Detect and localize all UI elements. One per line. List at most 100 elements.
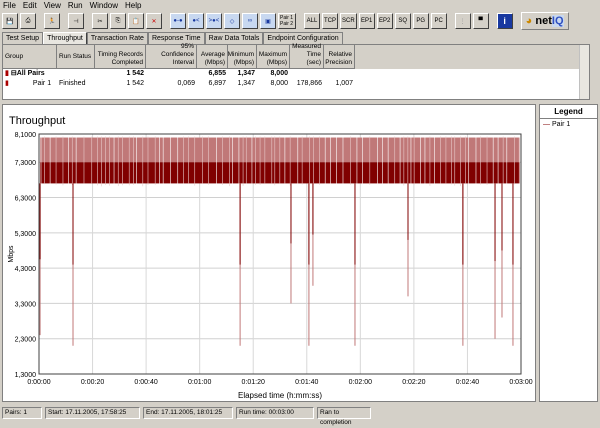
menu-file[interactable]: File [3,1,16,10]
y-tick-label: 1,3000 [15,372,37,379]
cell-maximum: 8,000 [270,80,288,87]
plot-frame [38,133,522,375]
menu-bar: File Edit View Run Window Help [0,0,141,12]
legend-item[interactable]: — Pair 1 [540,119,597,130]
status-result: Ran to completion [317,407,371,426]
table-row[interactable]: ▮ ⊟All Pairs 1 542 6,855 1,347 8,000 [3,69,589,79]
edit-pair-icon[interactable]: ▣ [260,13,276,29]
print-icon[interactable]: ⎙ [20,13,36,29]
menu-run[interactable]: Run [67,1,83,10]
tab-endpoint-configuration[interactable]: Endpoint Configuration [263,32,343,44]
legend-label: Pair 1 [551,121,571,128]
add-multicast-icon[interactable]: ●< [188,13,204,29]
filter-pg[interactable]: PG [412,13,429,29]
tab-bar: Test Setup Throughput Transaction Rate R… [2,32,343,44]
y-tick-label: 4,3000 [15,266,37,273]
pair-button[interactable]: Pair 1 Pair 2 [278,13,296,29]
y-axis-label: Mbps [8,245,15,263]
table-header: Group Run Status Timing Records Complete… [3,43,589,69]
col-relative-precision[interactable]: Relative Precision [324,45,355,69]
menu-edit[interactable]: Edit [22,1,37,10]
info-icon[interactable]: i [496,13,513,29]
status-start: Start: 17.11.2005, 17:58:25 [45,407,140,419]
cell-group: Pair 1 [32,80,52,87]
y-tick-label: 5,3000 [15,231,37,238]
menu-window[interactable]: Window [89,1,119,10]
cut-icon[interactable]: ✂ [92,13,108,29]
x-tick-label: 0:02:40 [456,379,479,386]
cell-precision [324,69,355,79]
stop-icon[interactable]: ⊣ [68,13,84,29]
legend-line-icon: — [543,121,550,128]
group-icon: ▮ [5,70,9,77]
cell-time: 178,866 [296,80,322,87]
add-group-icon[interactable]: >●< [206,13,222,29]
x-tick-label: 0:00:20 [81,379,104,386]
cell-minimum: 1,347 [237,80,255,87]
table-row[interactable]: ▮ Pair 1 Finished 1 542 0,069 6,897 1,34… [3,79,589,89]
cell-average: 6,897 [208,80,226,87]
filter-pc[interactable]: PC [430,13,447,29]
tab-test-setup[interactable]: Test Setup [2,32,44,44]
paste-icon[interactable]: 📋 [128,13,144,29]
menu-help[interactable]: Help [125,1,142,10]
tab-transaction-rate[interactable]: Transaction Rate [86,32,148,44]
filter-scr[interactable]: SCR [340,13,357,29]
cell-maximum: 8,000 [270,70,288,77]
cell-records: 1 542 [126,80,144,87]
tab-response-time[interactable]: Response Time [147,32,205,44]
filter-ep2[interactable]: EP2 [376,13,393,29]
x-tick-label: 0:02:00 [349,379,372,386]
columns-icon[interactable]: ⋮ [454,13,471,29]
y-tick-label: 6,3000 [15,196,37,203]
legend-title: Legend [540,105,597,119]
menu-view[interactable]: View [43,1,61,10]
legend-pane: Legend — Pair 1 [539,104,598,402]
status-end: End: 17.11.2005, 18:01:25 [143,407,233,419]
col-ci[interactable]: 95% Confidence Interval [146,43,197,69]
y-tick-label: 3,3000 [15,301,37,308]
filter-ep1[interactable]: EP1 [358,13,375,29]
window-icon[interactable]: ▀ [472,13,489,29]
col-group[interactable]: Group [3,45,57,69]
add-pair-icon[interactable]: ●-● [170,13,186,29]
copy-icon[interactable]: ⎘ [110,13,126,29]
filter-sq[interactable]: SQ [394,13,411,29]
col-average[interactable]: Average (Mbps) [197,45,228,69]
filter-all[interactable]: ALL [304,13,320,29]
cell-records: 1 542 [126,70,144,77]
x-tick-label: 0:02:20 [402,379,425,386]
y-tick-label: 2,3000 [15,337,37,344]
col-run-status[interactable]: Run Status [57,45,95,69]
tab-throughput[interactable]: Throughput [43,32,87,44]
x-tick-label: 0:00:00 [27,379,50,386]
cell-minimum: 1,347 [237,70,255,77]
run-icon[interactable]: 🏃 [44,13,60,29]
toolbar: 💾 ⎙ 🏃 ⊣ ✂ ⎘ 📋 ✕ ●-● ●< >●< ◇ ∞ ▣ Pair 1 … [2,12,569,30]
col-measured-time[interactable]: Measured Time (sec) [290,43,324,69]
col-records[interactable]: Timing Records Completed [95,45,146,69]
col-minimum[interactable]: Minimum (Mbps) [228,45,257,69]
results-table: Group Run Status Timing Records Complete… [2,43,590,100]
cell-precision: 1,007 [335,80,353,87]
cell-ci: 0,069 [177,80,195,87]
status-bar: Pairs: 1 Start: 17.11.2005, 17:58:25 End… [2,407,371,426]
save-icon[interactable]: 💾 [2,13,18,29]
x-tick-label: 0:00:40 [134,379,157,386]
y-tick-label: 8,1000 [15,132,37,139]
table-scrollbar[interactable] [579,45,589,99]
delete-icon[interactable]: ✕ [146,13,162,29]
filter-tcp[interactable]: TCP [322,13,338,29]
cell-average: 6,855 [208,70,226,77]
status-runtime: Run time: 00:03:00 [236,407,314,419]
expand-icon[interactable]: ⊟ [10,70,17,77]
col-maximum[interactable]: Maximum (Mbps) [257,45,290,69]
x-tick-label: 0:01:00 [188,379,211,386]
cell-status [57,69,95,79]
cell-time [290,69,324,79]
link-icon[interactable]: ∞ [242,13,258,29]
chart-title: Throughput [9,115,66,127]
cell-group: All Pairs [16,70,45,77]
network-icon[interactable]: ◇ [224,13,240,29]
tab-raw-data-totals[interactable]: Raw Data Totals [204,32,264,44]
